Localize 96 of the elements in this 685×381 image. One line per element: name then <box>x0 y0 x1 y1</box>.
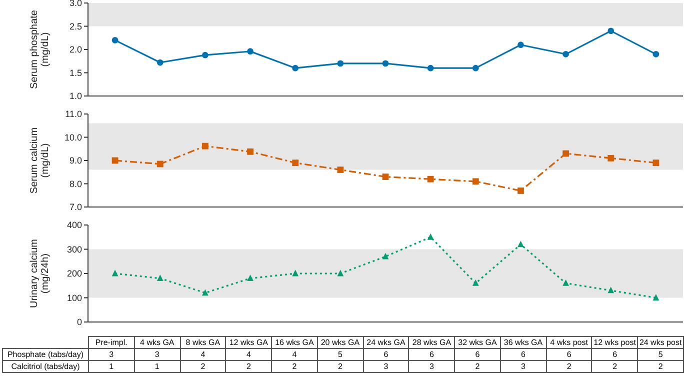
data-label: 6 <box>592 348 638 360</box>
y-tick-label: 10.0 <box>64 132 82 142</box>
point <box>382 174 389 180</box>
point <box>562 50 570 58</box>
y-tick-label: 2.5 <box>69 21 82 32</box>
point <box>518 240 524 248</box>
point <box>472 280 479 286</box>
point <box>292 270 299 276</box>
data-label: 4 <box>180 348 226 360</box>
y-tick-label: 1.5 <box>69 68 82 78</box>
data-label: 5 <box>638 348 684 360</box>
point <box>652 294 660 300</box>
point <box>472 64 479 72</box>
data-label: 6 <box>500 348 546 360</box>
point <box>202 142 208 150</box>
point <box>112 270 118 276</box>
data-label: 6 <box>408 348 455 360</box>
category-label: Pre-impl. <box>88 336 134 348</box>
y-tick-label: 11.0 <box>65 109 82 120</box>
point <box>608 154 614 162</box>
data-label: 2 <box>454 360 500 372</box>
data-label: 2 <box>638 360 684 372</box>
data-label: 1 <box>88 360 134 372</box>
point <box>337 166 344 173</box>
point <box>382 60 389 67</box>
y-tick-label: 9.0 <box>69 156 82 166</box>
point <box>247 274 254 282</box>
y-tick-label: 1.0 <box>69 91 82 102</box>
data-label: 1 <box>134 360 180 372</box>
data-label: 3 <box>500 360 546 372</box>
data-label: 3 <box>363 360 409 372</box>
point <box>652 160 660 166</box>
point <box>518 42 524 48</box>
y-tick-label: 7.0 <box>69 202 82 212</box>
data-label: 5 <box>317 348 364 360</box>
point <box>247 48 254 55</box>
data-label: 2 <box>592 360 638 372</box>
y-tick-label: 8.0 <box>69 178 82 189</box>
point <box>156 274 164 282</box>
point <box>112 37 118 44</box>
point <box>292 160 299 166</box>
category-label: 36 wks GA <box>500 336 546 348</box>
legend-label: Phosphate (tabs/day) <box>2 348 88 360</box>
y-tick-label: 0 <box>76 317 82 328</box>
point <box>247 148 254 155</box>
data-label: 2 <box>226 360 272 372</box>
data-label: 3 <box>408 360 455 372</box>
category-label: 4 wks GA <box>134 336 180 348</box>
category-label: 12 wks post <box>592 336 638 348</box>
data-label: 6 <box>363 348 409 360</box>
data-label: 2 <box>317 360 364 372</box>
point <box>427 176 434 182</box>
data-label: 6 <box>546 348 592 360</box>
y-axis-title: Serum phosphate (mg/dL) <box>29 10 51 89</box>
point <box>202 52 208 58</box>
y-tick-label: 3.0 <box>69 0 82 8</box>
point <box>292 64 299 72</box>
point <box>427 233 434 240</box>
y-tick-label: 300 <box>66 244 82 254</box>
point <box>427 64 434 72</box>
point <box>156 59 164 66</box>
category-label: 24 wks post <box>638 336 684 348</box>
data-label: 4 <box>272 348 318 360</box>
point <box>337 270 344 276</box>
y-tick-label: 2.0 <box>69 44 82 55</box>
data-label: 2 <box>272 360 318 372</box>
category-label: 20 wks GA <box>317 336 364 348</box>
data-label: 6 <box>454 348 500 360</box>
point <box>652 50 660 58</box>
point <box>562 280 570 286</box>
y-tick-label: 200 <box>66 268 82 279</box>
data-label: 2 <box>546 360 592 372</box>
data-label: 4 <box>226 348 272 360</box>
y-axis-title: Urinary calcium (mg/24h) <box>29 239 51 308</box>
y-tick-label: 400 <box>66 220 82 230</box>
point <box>608 286 614 294</box>
point <box>156 160 164 168</box>
category-label: 24 wks GA <box>363 336 409 348</box>
point <box>518 188 524 194</box>
category-label: 32 wks GA <box>454 336 500 348</box>
y-tick-label: 100 <box>66 292 82 303</box>
y-axis-title: Serum calcium (mg/dL) <box>29 127 51 194</box>
text: Calcitriol (tabs/day) <box>2 360 88 372</box>
point <box>202 289 208 296</box>
point <box>337 60 344 67</box>
point <box>608 28 614 34</box>
category-label: 4 wks post <box>546 336 592 348</box>
category-label: 28 wks GA <box>408 336 455 348</box>
data-label: 3 <box>134 348 180 360</box>
category-label: 12 wks GA <box>226 336 272 348</box>
point <box>562 150 570 157</box>
data-label: 2 <box>180 360 226 372</box>
point <box>472 178 479 185</box>
category-label: 8 wks GA <box>180 336 226 348</box>
category-label: 16 wks GA <box>272 336 318 348</box>
data-label: 3 <box>88 348 134 360</box>
